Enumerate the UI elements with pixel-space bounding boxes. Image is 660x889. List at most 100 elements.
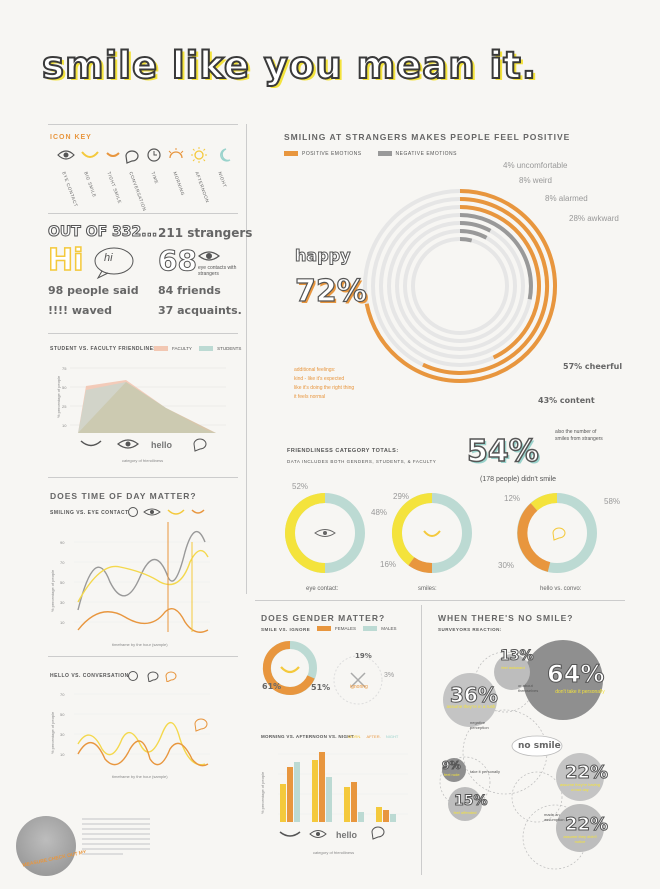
gender-legend: FEMALES MALES — [317, 626, 397, 632]
bubble-pct: 15% — [454, 793, 489, 810]
speech-bubble-icon — [193, 438, 207, 452]
out-of-label: OUT OF 332... — [47, 224, 158, 241]
bubble-pct: 64% — [546, 660, 605, 689]
waved-label: !!!! waved — [48, 304, 112, 317]
bubble-link-label: take it personally — [470, 769, 501, 774]
speech-bubble-icon — [147, 671, 159, 682]
positive-legend: POSITIVE EMOTIONS NEGATIVE EMOTIONS — [284, 151, 457, 157]
no-smile-sub: (178 people) didn't smile — [480, 476, 557, 483]
icon-key-icons — [57, 147, 231, 164]
moon-icon — [220, 148, 231, 162]
avatar — [16, 816, 76, 876]
time-bar — [287, 767, 293, 822]
donut-pct: 12% — [504, 494, 521, 503]
divider — [246, 124, 247, 594]
awkward-label: 28% awkward — [569, 214, 619, 223]
acquaints-label: 37 acquaints. — [158, 304, 242, 317]
eye-icon — [117, 439, 139, 449]
bubble-text: feel awkward — [501, 665, 525, 670]
no-smile-heading: WHEN THERE'S NO SMILE? — [438, 613, 574, 623]
time-bar — [312, 760, 318, 822]
hi-bubble-text: hi — [104, 252, 113, 264]
divider — [48, 213, 238, 214]
ring-arc — [459, 229, 488, 240]
legend-swatch-positive — [284, 151, 298, 157]
cheerful-label: 57% cheerful — [563, 362, 623, 371]
legend-swatch-negative — [377, 151, 392, 157]
icon-label: CONVERSATION — [128, 171, 148, 212]
legend-positive: POSITIVE EMOTIONS — [302, 151, 362, 157]
strangers-label: 211 strangers — [158, 226, 253, 240]
time-sub2: HELLO VS. CONVERSATION — [50, 673, 129, 679]
time-bar — [319, 752, 325, 822]
svg-text:10: 10 — [62, 423, 67, 428]
bubble-pct: 36% — [450, 683, 499, 708]
happy-pct: 72% — [294, 273, 367, 309]
time-sub1: SMILING VS. EYE CONTACT — [50, 510, 129, 516]
small-smile-icon — [106, 152, 120, 157]
ring-track — [403, 229, 517, 343]
time-of-day-heading: DOES TIME OF DAY MATTER? — [50, 491, 197, 501]
svg-text:50: 50 — [62, 385, 67, 390]
divider — [48, 656, 238, 657]
legend-males: MALES — [381, 626, 397, 631]
chart-ylabel: % percentage of people — [50, 711, 55, 754]
speech-bubble-icon — [125, 150, 139, 164]
friendliness-xlabel: category of friendliness — [122, 458, 163, 463]
divider — [48, 333, 238, 334]
time-sub1-icons — [128, 507, 205, 517]
donut-label: eye contact: — [306, 586, 339, 592]
time-bars-chart: % percentage of people hello category of… — [260, 752, 408, 855]
icon-label: MORNING — [172, 171, 186, 197]
bubble-text: feel rude — [444, 772, 460, 777]
divider — [421, 605, 422, 875]
sunrise-icon — [168, 148, 184, 159]
svg-text:10: 10 — [60, 752, 65, 757]
time-bar — [376, 807, 382, 822]
hi-text: Hi — [47, 242, 84, 279]
eye-icon — [143, 508, 161, 516]
uncomfortable-label: 4% uncomfortable — [503, 161, 568, 170]
bars-heading: MORNING VS. AFTERNOON VS. NIGHT — [261, 734, 354, 739]
no-smile-center: no smile — [518, 741, 561, 751]
weird-label: 8% weird — [519, 176, 552, 185]
page-title: smile like you mean it. — [41, 43, 537, 88]
category-donuts — [285, 493, 597, 573]
bubble-link-label: or about themselves — [518, 683, 539, 693]
feeling-line: kind - like it's expected — [294, 376, 345, 382]
donut-eye — [285, 493, 365, 573]
no-smile-pct: 54% — [466, 433, 539, 470]
eye-contact-count: 68 — [158, 244, 198, 278]
icon-label: EYE CONTACT — [61, 171, 79, 208]
positive-heading: SMILING AT STRANGERS MAKES PEOPLE FEEL P… — [284, 132, 571, 142]
time-sub2-icons — [128, 671, 177, 682]
donut-pct: 48% — [371, 508, 388, 517]
divider — [48, 124, 238, 125]
footer-text — [82, 818, 150, 858]
svg-text:50: 50 — [60, 580, 65, 585]
content-label: 43% content — [538, 396, 595, 405]
small-smile-icon — [191, 509, 205, 514]
ring-arc — [422, 197, 550, 375]
bubble-link-label: made an assumption — [544, 812, 565, 822]
gender-left-pct: 61% — [262, 682, 282, 691]
svg-text:25: 25 — [62, 404, 67, 409]
time-bar — [280, 784, 286, 822]
donut-pct: 29% — [393, 492, 410, 501]
gender-heading: DOES GENDER MATTER? — [261, 613, 386, 623]
additional-feelings: additional feelings: kind - like it's ex… — [294, 366, 354, 402]
legend-afternoon: AFTER. — [366, 734, 381, 739]
smile-icon — [80, 440, 102, 447]
ring-track — [411, 237, 509, 335]
happy-label: happy — [295, 246, 352, 266]
bubble-pct: 22% — [564, 814, 609, 836]
bubble-text: feel offended — [453, 810, 477, 815]
friendliness-legend: FACULTY STUDENTS — [154, 346, 241, 352]
friendliness-chart: 75 50 25 10 % percentage of people hello ca… — [56, 366, 226, 463]
hello-convo-chart: 70 50 30 10 % percentage of people timefram… — [50, 692, 210, 779]
time-bar — [383, 810, 389, 822]
bubble-text: don't take it personally — [555, 689, 605, 695]
legend-morning: MORN. — [348, 734, 362, 739]
icon-label: NIGHT — [217, 171, 228, 189]
alarmed-label: 8% alarmed — [545, 194, 588, 203]
